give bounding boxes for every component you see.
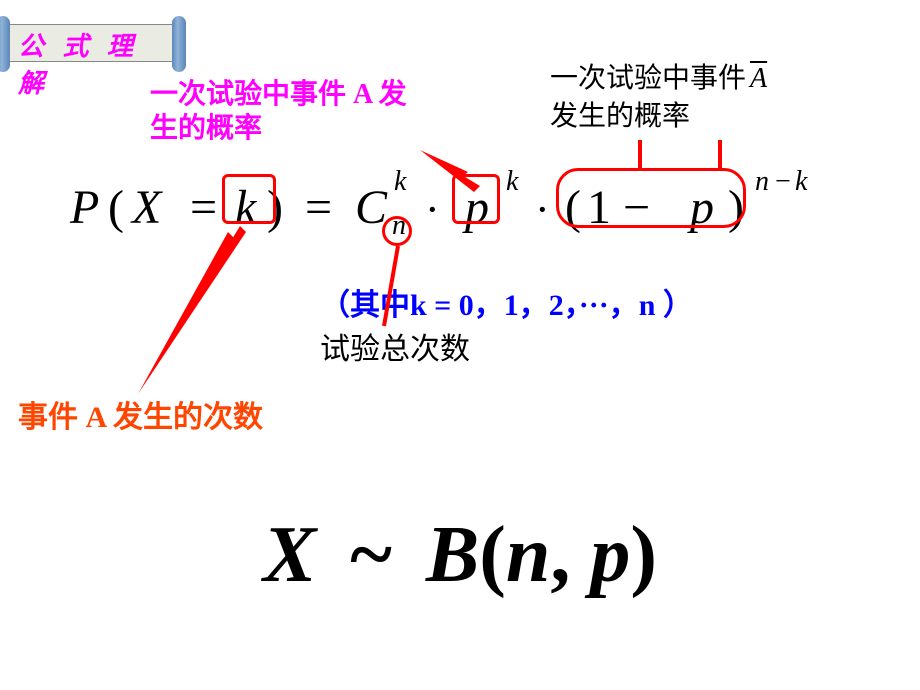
circle-n xyxy=(382,216,412,246)
annot-prob-abar-l2: 发生的概率 xyxy=(550,98,767,136)
f-lp: ( xyxy=(108,180,124,235)
domain-suffix: ） xyxy=(655,289,693,322)
a-bar-symbol: A xyxy=(750,63,767,94)
f-dot2: · xyxy=(535,184,550,235)
box-1minusp xyxy=(556,168,746,228)
dist-B: B xyxy=(426,511,479,599)
dist-lp: ( xyxy=(479,511,506,599)
dist-rp: ) xyxy=(630,511,657,599)
f-expminus: − xyxy=(775,166,791,198)
arrow-k-1 xyxy=(138,226,246,394)
annot-prob-abar: 一次试验中事件A 发生的概率 xyxy=(550,60,767,136)
domain-k-eq: k = 0，1，2，···，n xyxy=(410,289,655,322)
arrow-k-2 xyxy=(138,232,234,394)
f-eq2: = xyxy=(305,180,332,235)
f-expk: k xyxy=(795,166,807,198)
box-p xyxy=(452,174,500,224)
annot-trial-count: 试验总次数 xyxy=(320,324,470,368)
annot-prob-abar-l1-text: 一次试验中事件 xyxy=(550,63,746,94)
dist-tilde: ~ xyxy=(350,511,392,599)
f-X: X xyxy=(132,180,161,235)
dist-notation: X ~ B(n, p) xyxy=(0,510,920,601)
box-k xyxy=(222,174,276,224)
f-P: P xyxy=(70,180,99,235)
scroll-rod-left xyxy=(0,16,10,72)
annot-prob-a-l2: 生的概率 xyxy=(150,112,407,146)
domain-prefix: （其中 xyxy=(320,289,410,322)
f-psup: k xyxy=(506,166,518,198)
dist-n: n xyxy=(506,511,551,599)
dist-comma: , xyxy=(550,511,570,599)
f-expn: n xyxy=(755,166,769,198)
dist-X: X xyxy=(263,511,316,599)
f-Csup: k xyxy=(394,166,406,198)
annot-prob-a: 一次试验中事件 A 发 生的概率 xyxy=(150,78,407,146)
dist-p: p xyxy=(590,511,630,599)
annot-event-a-count: 事件 A 发生的次数 xyxy=(18,392,263,436)
annot-prob-abar-l1: 一次试验中事件A xyxy=(550,60,767,98)
annot-prob-a-l1: 一次试验中事件 A 发 xyxy=(150,78,407,112)
f-dot1: · xyxy=(425,184,440,235)
f-eq: = xyxy=(190,180,217,235)
domain-line: （其中k = 0，1，2，···，n ） xyxy=(320,280,693,324)
